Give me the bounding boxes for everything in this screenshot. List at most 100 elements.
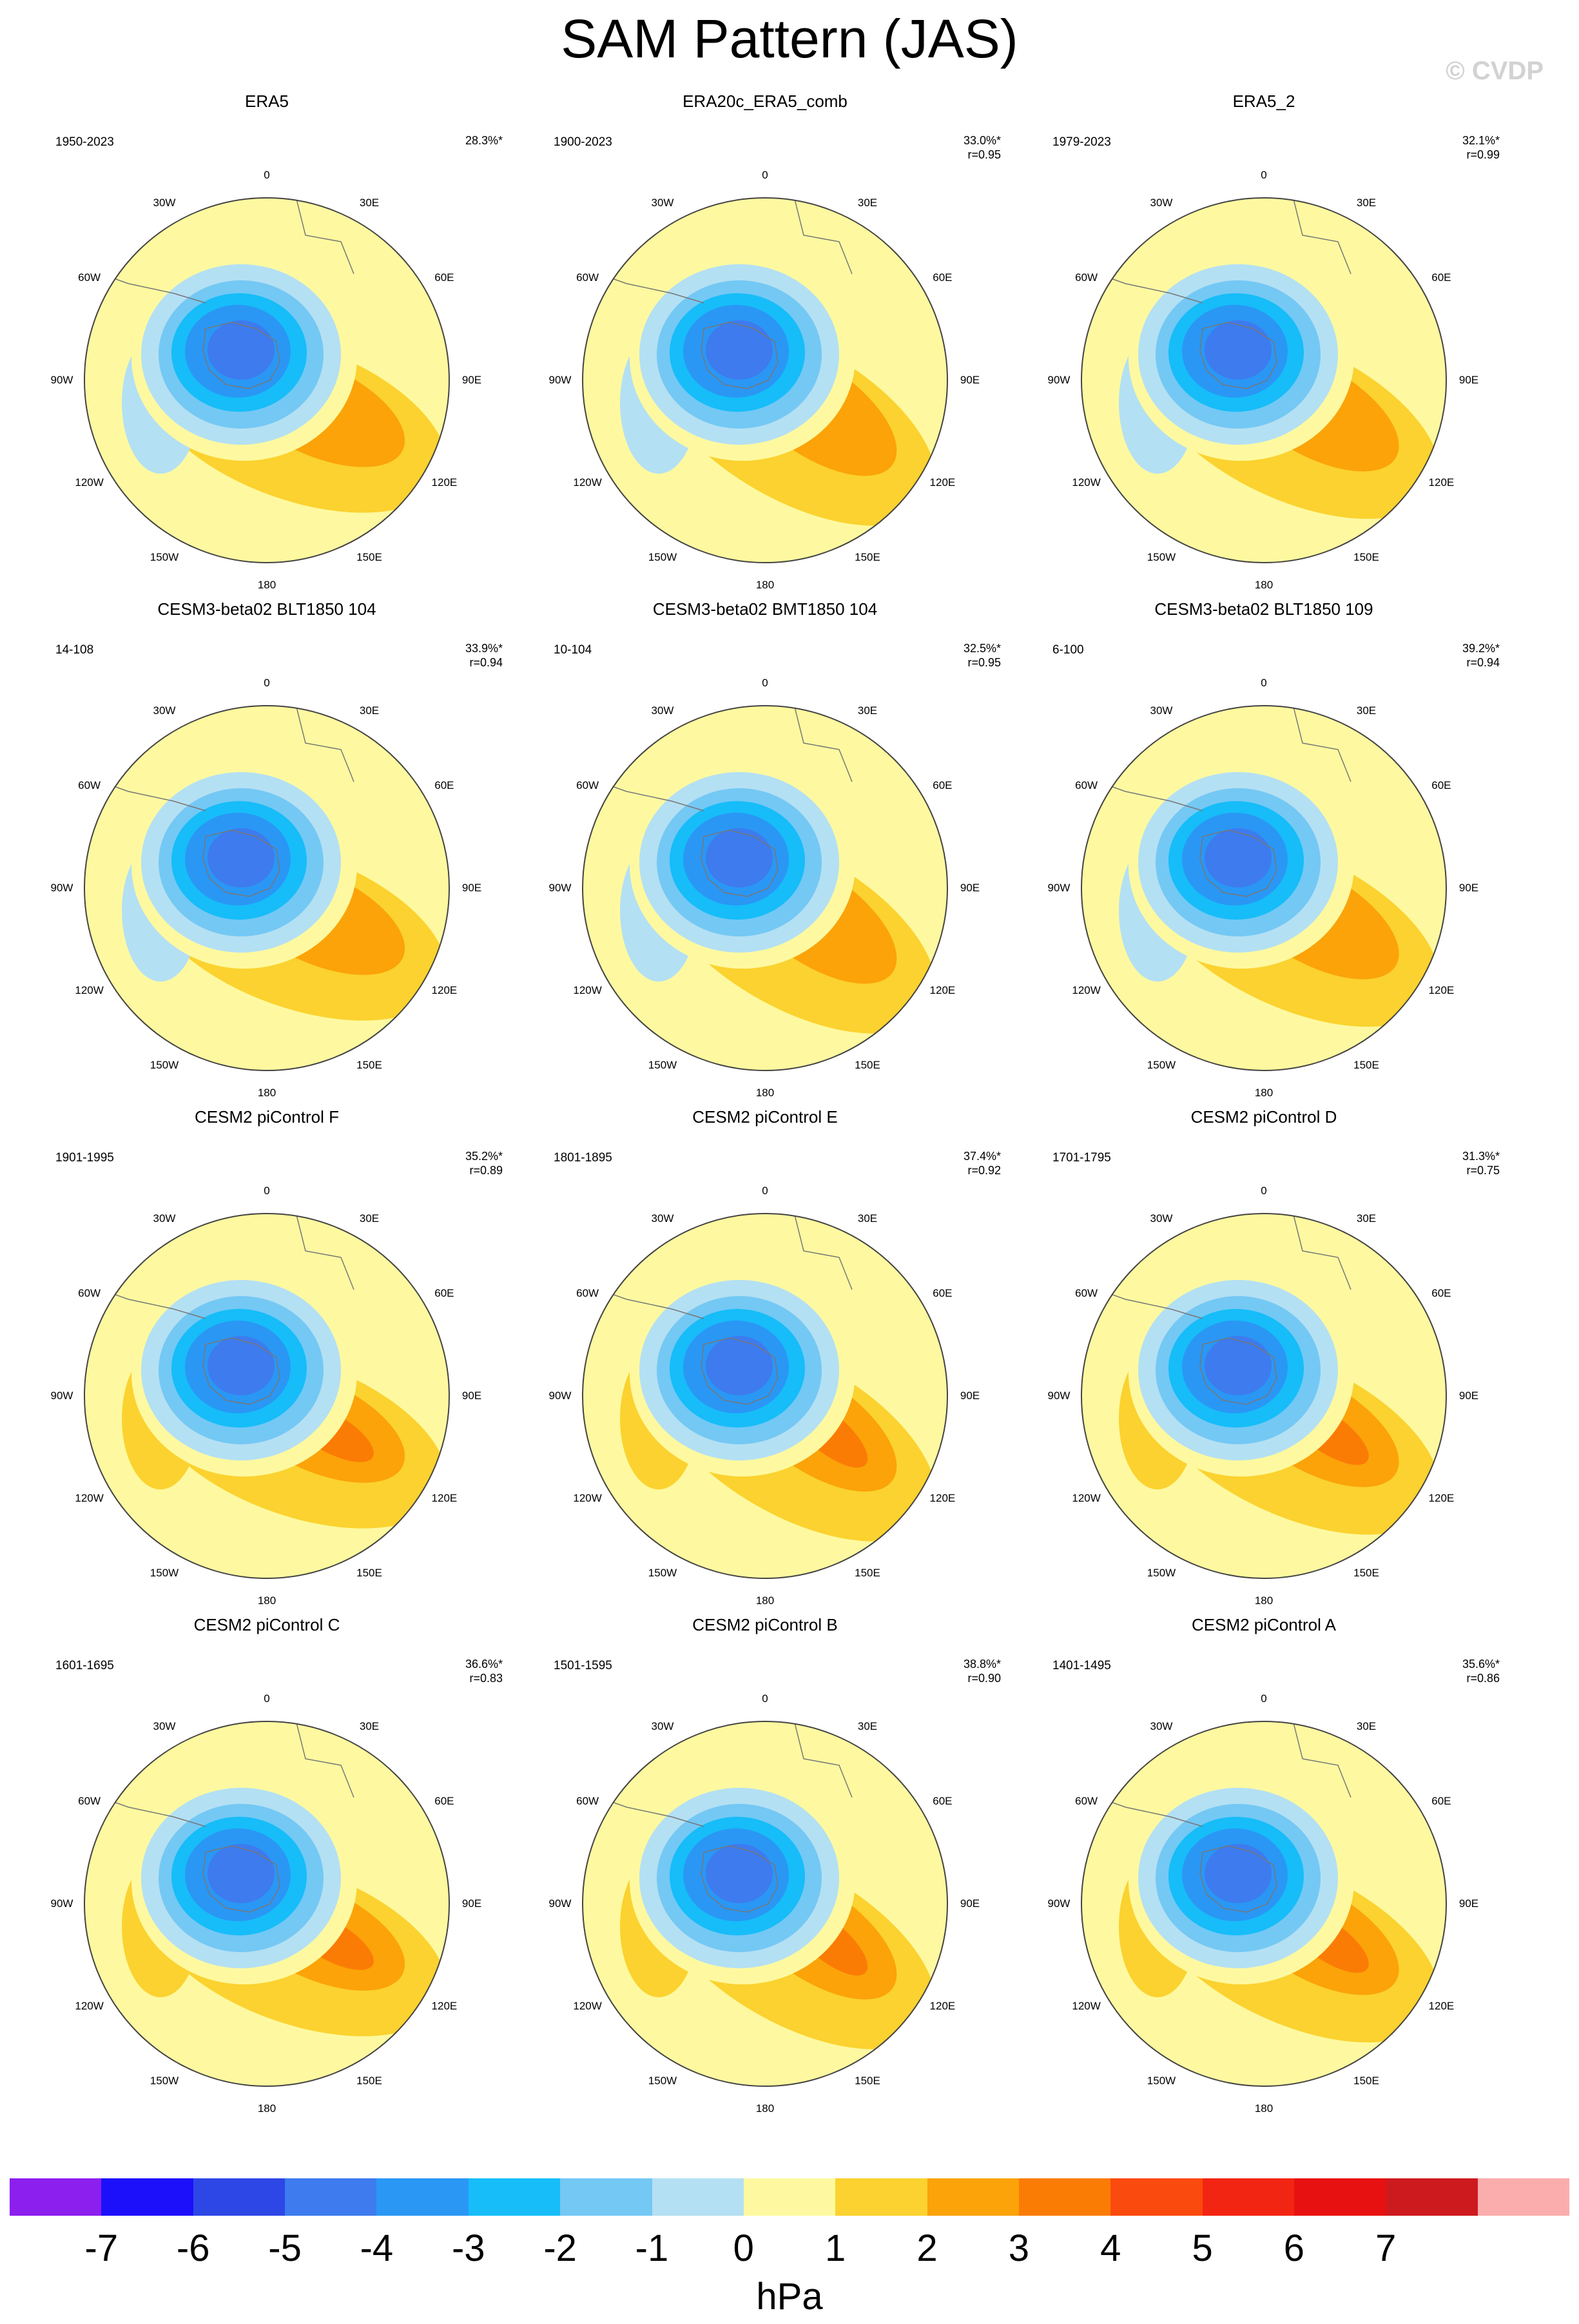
antarctica-outline bbox=[701, 829, 779, 897]
panel-stats: 37.4%* r=0.92 bbox=[964, 1149, 1001, 1177]
longitude-label: 120W bbox=[75, 1492, 104, 1504]
polar-map bbox=[582, 1721, 948, 2087]
panel-stats: 36.6%* r=0.83 bbox=[465, 1657, 503, 1685]
explained-variance: 35.2%* bbox=[465, 1150, 503, 1163]
longitude-label: 90W bbox=[1047, 1390, 1070, 1402]
pattern-correlation: r=0.75 bbox=[1466, 1164, 1500, 1177]
explained-variance: 35.6%* bbox=[1462, 1658, 1500, 1670]
explained-variance: 36.6%* bbox=[465, 1658, 503, 1670]
longitude-label: 30W bbox=[651, 196, 674, 209]
negative-anomaly-core bbox=[1205, 1336, 1272, 1395]
map-boundary bbox=[1081, 1213, 1447, 1579]
longitude-label: 120W bbox=[75, 984, 104, 996]
panel-period: 10-104 bbox=[554, 643, 592, 657]
longitude-label: 120W bbox=[75, 476, 104, 489]
negative-anomaly-core bbox=[706, 828, 773, 887]
longitude-label: 60W bbox=[576, 1287, 599, 1299]
map-boundary bbox=[582, 705, 948, 1071]
longitude-label: 60E bbox=[434, 1287, 454, 1299]
longitude-label: 0 bbox=[762, 1692, 768, 1705]
panel-period: 1701-1795 bbox=[1052, 1151, 1111, 1165]
longitude-label: 60W bbox=[1075, 1287, 1098, 1299]
map-panel: CESM2 piControl C 1601-1695 36.6%* r=0.83 0 3… bbox=[12, 1601, 522, 2115]
polar-map bbox=[582, 705, 948, 1071]
longitude-label: 30W bbox=[651, 704, 674, 717]
longitude-label: 150E bbox=[855, 2075, 880, 2087]
longitude-label: 180 bbox=[1254, 2102, 1274, 2115]
colorbar-swatch bbox=[376, 2178, 469, 2216]
longitude-label: 60E bbox=[933, 1795, 953, 1807]
longitude-label: 60E bbox=[1431, 271, 1451, 284]
explained-variance: 37.4%* bbox=[963, 1150, 1001, 1163]
panel-period: 1801-1895 bbox=[554, 1151, 612, 1165]
longitude-label: 90W bbox=[1047, 374, 1070, 386]
longitude-label: 120W bbox=[1072, 984, 1101, 996]
colorbar-swatch bbox=[927, 2178, 1019, 2216]
longitude-label: 90E bbox=[960, 374, 980, 386]
map-panel: CESM2 piControl B 1501-1595 38.8%* r=0.90 0 3… bbox=[510, 1601, 1020, 2115]
panel-title: CESM2 piControl E bbox=[692, 1107, 838, 1127]
longitude-label: 60W bbox=[78, 779, 101, 791]
colorbar-swatch bbox=[835, 2178, 927, 2216]
antarctica-outline bbox=[202, 1337, 280, 1405]
longitude-label: 60W bbox=[1075, 271, 1098, 284]
explained-variance: 33.9%* bbox=[465, 642, 503, 655]
longitude-label: 150E bbox=[855, 1059, 880, 1072]
colorbar-swatch bbox=[743, 2178, 836, 2216]
pattern-correlation: r=0.95 bbox=[967, 656, 1001, 669]
longitude-label: 180 bbox=[755, 579, 775, 591]
map-panel: CESM3-beta02 BLT1850 109 6-100 39.2%* r=0.9… bbox=[1009, 585, 1519, 1099]
colorbar-swatch bbox=[285, 2178, 377, 2216]
longitude-label: 180 bbox=[755, 1594, 775, 1607]
colorbar-swatch bbox=[10, 2178, 102, 2216]
colorbar-swatch bbox=[560, 2178, 652, 2216]
longitude-label: 90E bbox=[960, 1897, 980, 1910]
colorbar-tick-label: 3 bbox=[1008, 2227, 1030, 2269]
polar-map bbox=[84, 1721, 450, 2087]
polar-map bbox=[1081, 1721, 1447, 2087]
longitude-label: 0 bbox=[264, 169, 270, 181]
longitude-label: 60W bbox=[1075, 1795, 1098, 1807]
colorbar-tick-label: 5 bbox=[1192, 2227, 1213, 2269]
longitude-label: 90E bbox=[960, 1390, 980, 1402]
negative-anomaly-core bbox=[208, 828, 275, 887]
panel-stats: 31.3%* r=0.75 bbox=[1462, 1149, 1500, 1177]
explained-variance: 39.2%* bbox=[1462, 642, 1500, 655]
longitude-label: 120W bbox=[573, 984, 602, 996]
longitude-label: 150E bbox=[1353, 1567, 1379, 1580]
longitude-label: 150W bbox=[648, 1059, 677, 1072]
longitude-label: 90W bbox=[548, 882, 572, 894]
panel-title: CESM3-beta02 BLT1850 104 bbox=[157, 599, 376, 619]
longitude-label: 90E bbox=[461, 1897, 482, 1910]
longitude-label: 30E bbox=[857, 196, 878, 209]
explained-variance: 38.8%* bbox=[963, 1658, 1001, 1670]
colorbar-tick-label: 7 bbox=[1375, 2227, 1397, 2269]
longitude-label: 150E bbox=[356, 1059, 382, 1072]
panel-period: 1900-2023 bbox=[554, 135, 612, 149]
longitude-label: 180 bbox=[1254, 1594, 1274, 1607]
map-panel: ERA5 1950-2023 28.3%* 0 30E 60E 90E 120E 150E 180… bbox=[12, 77, 522, 591]
explained-variance: 33.0%* bbox=[963, 134, 1001, 147]
longitude-label: 150E bbox=[356, 1567, 382, 1580]
longitude-label: 150W bbox=[648, 551, 677, 564]
colorbar-tick-label: -3 bbox=[451, 2227, 485, 2269]
antarctica-outline bbox=[1199, 1845, 1277, 1913]
longitude-label: 120E bbox=[431, 984, 458, 996]
longitude-label: 180 bbox=[257, 2102, 276, 2115]
longitude-label: 150W bbox=[1147, 551, 1176, 564]
longitude-label: 90E bbox=[1458, 1897, 1479, 1910]
longitude-label: 150E bbox=[1353, 551, 1379, 564]
longitude-label: 60W bbox=[1075, 779, 1098, 791]
longitude-label: 150E bbox=[356, 551, 382, 564]
longitude-label: 0 bbox=[264, 1185, 270, 1197]
map-panel: CESM3-beta02 BMT1850 104 10-104 32.5%* r=0.… bbox=[510, 585, 1020, 1099]
longitude-label: 60E bbox=[933, 1287, 953, 1299]
longitude-label: 60W bbox=[78, 1287, 101, 1299]
longitude-label: 90W bbox=[1047, 1897, 1070, 1910]
longitude-label: 120W bbox=[573, 2000, 602, 2012]
colorbar-tick-label: -7 bbox=[84, 2227, 119, 2269]
explained-variance: 31.3%* bbox=[1462, 1150, 1500, 1163]
longitude-label: 30W bbox=[1150, 196, 1173, 209]
longitude-label: 90E bbox=[461, 1390, 482, 1402]
panel-title: CESM2 piControl C bbox=[193, 1615, 340, 1634]
